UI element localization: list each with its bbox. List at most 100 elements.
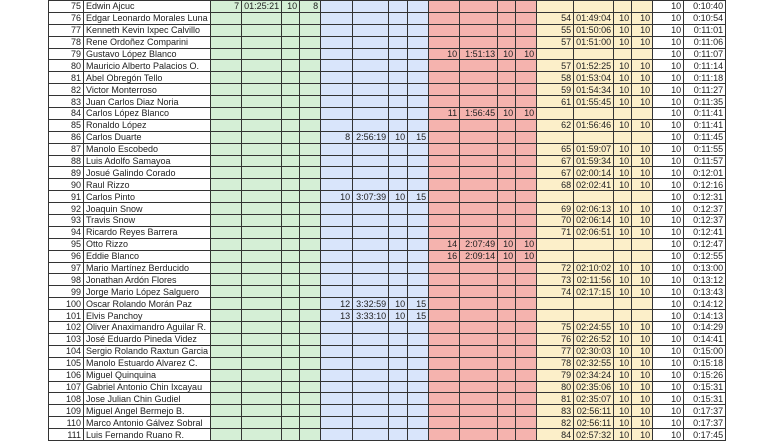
green-bonus-cell[interactable]: [299, 47, 322, 61]
blue-points-cell[interactable]: [388, 154, 409, 168]
green-time-cell[interactable]: [241, 297, 283, 311]
red-position-cell[interactable]: [428, 273, 461, 287]
points-cell[interactable]: 10: [652, 332, 685, 346]
blue-points-cell[interactable]: [388, 404, 409, 418]
points-cell[interactable]: 10: [652, 35, 685, 49]
green-position-cell[interactable]: [210, 11, 243, 25]
red-position-cell[interactable]: [428, 23, 461, 37]
green-position-cell[interactable]: [210, 35, 243, 49]
yellow-position-cell[interactable]: 61: [536, 95, 575, 109]
yellow-points-cell[interactable]: [613, 107, 633, 120]
green-time-cell[interactable]: [241, 416, 283, 430]
blue-position-cell[interactable]: [320, 273, 354, 287]
total-time-cell[interactable]: 0:12:16: [683, 178, 727, 192]
green-time-cell[interactable]: [241, 368, 283, 382]
yellow-points-cell[interactable]: 10: [613, 285, 633, 299]
green-points-cell[interactable]: [281, 71, 301, 85]
yellow-time-cell[interactable]: 02:35:06: [573, 380, 615, 394]
green-points-cell[interactable]: [281, 392, 301, 406]
yellow-points-cell[interactable]: [613, 297, 633, 311]
blue-time-cell[interactable]: [352, 225, 390, 239]
total-time-cell[interactable]: 0:14:41: [683, 332, 727, 346]
yellow-time-cell[interactable]: [573, 190, 615, 204]
red-position-cell[interactable]: [428, 428, 461, 441]
yellow-position-cell[interactable]: 69: [536, 202, 575, 216]
yellow-time-cell[interactable]: 01:54:34: [573, 83, 615, 97]
blue-time-cell[interactable]: 3:32:59: [352, 297, 390, 311]
red-position-cell[interactable]: [428, 142, 461, 156]
red-points-cell[interactable]: [497, 392, 517, 406]
green-points-cell[interactable]: [281, 107, 301, 120]
green-time-cell[interactable]: [241, 356, 283, 370]
red-position-cell[interactable]: [428, 214, 461, 227]
blue-position-cell[interactable]: [320, 178, 354, 192]
green-points-cell[interactable]: [281, 130, 301, 144]
yellow-bonus-cell[interactable]: 10: [631, 118, 654, 132]
red-points-cell[interactable]: [497, 273, 517, 287]
points-cell[interactable]: 10: [652, 356, 685, 370]
yellow-time-cell[interactable]: 02:26:52: [573, 332, 615, 346]
red-time-cell[interactable]: [459, 428, 499, 441]
name-cell[interactable]: Rene Ordoñez Comparini: [82, 35, 212, 49]
row-number-cell[interactable]: 78: [48, 35, 84, 49]
blue-position-cell[interactable]: [320, 166, 354, 180]
points-cell[interactable]: 10: [652, 142, 685, 156]
green-bonus-cell[interactable]: [299, 261, 322, 275]
blue-position-cell[interactable]: 8: [320, 130, 354, 144]
red-bonus-cell[interactable]: [515, 178, 538, 192]
red-points-cell[interactable]: [497, 118, 517, 132]
green-bonus-cell[interactable]: [299, 142, 322, 156]
blue-time-cell[interactable]: [352, 202, 390, 216]
blue-bonus-cell[interactable]: [407, 47, 430, 61]
blue-points-cell[interactable]: 10: [388, 309, 409, 323]
row-number-cell[interactable]: 93: [48, 214, 84, 227]
red-bonus-cell[interactable]: [515, 23, 538, 37]
total-time-cell[interactable]: 0:14:12: [683, 297, 727, 311]
red-bonus-cell[interactable]: [515, 83, 538, 97]
yellow-position-cell[interactable]: 73: [536, 273, 575, 287]
blue-points-cell[interactable]: [388, 178, 409, 192]
red-position-cell[interactable]: [428, 178, 461, 192]
points-cell[interactable]: 10: [652, 237, 685, 251]
red-time-cell[interactable]: [459, 71, 499, 85]
red-bonus-cell[interactable]: [515, 95, 538, 109]
blue-points-cell[interactable]: [388, 225, 409, 239]
blue-position-cell[interactable]: [320, 0, 354, 13]
yellow-bonus-cell[interactable]: 10: [631, 416, 654, 430]
green-position-cell[interactable]: [210, 428, 243, 441]
red-bonus-cell[interactable]: [515, 11, 538, 25]
total-time-cell[interactable]: 0:11:07: [683, 47, 727, 61]
green-position-cell[interactable]: [210, 59, 243, 73]
blue-position-cell[interactable]: [320, 416, 354, 430]
yellow-bonus-cell[interactable]: [631, 47, 654, 61]
blue-time-cell[interactable]: [352, 107, 390, 120]
yellow-points-cell[interactable]: [613, 309, 633, 323]
yellow-position-cell[interactable]: 57: [536, 59, 575, 73]
total-time-cell[interactable]: 0:11:45: [683, 130, 727, 144]
green-bonus-cell[interactable]: 8: [299, 0, 322, 13]
yellow-bonus-cell[interactable]: [631, 0, 654, 13]
yellow-bonus-cell[interactable]: [631, 249, 654, 263]
blue-bonus-cell[interactable]: 15: [407, 309, 430, 323]
green-time-cell[interactable]: [241, 59, 283, 73]
blue-bonus-cell[interactable]: 15: [407, 130, 430, 144]
blue-time-cell[interactable]: [352, 47, 390, 61]
blue-position-cell[interactable]: [320, 356, 354, 370]
red-bonus-cell[interactable]: 10: [515, 47, 538, 61]
red-time-cell[interactable]: [459, 202, 499, 216]
red-time-cell[interactable]: [459, 404, 499, 418]
red-position-cell[interactable]: [428, 416, 461, 430]
blue-position-cell[interactable]: [320, 344, 354, 358]
green-time-cell[interactable]: [241, 344, 283, 358]
yellow-points-cell[interactable]: 10: [613, 154, 633, 168]
green-time-cell[interactable]: [241, 214, 283, 227]
yellow-points-cell[interactable]: 10: [613, 368, 633, 382]
green-points-cell[interactable]: [281, 273, 301, 287]
yellow-points-cell[interactable]: 10: [613, 225, 633, 239]
green-time-cell[interactable]: [241, 107, 283, 120]
name-cell[interactable]: Manolo Escobedo: [82, 142, 212, 156]
yellow-position-cell[interactable]: 67: [536, 166, 575, 180]
red-bonus-cell[interactable]: [515, 225, 538, 239]
blue-points-cell[interactable]: [388, 35, 409, 49]
blue-bonus-cell[interactable]: [407, 380, 430, 394]
